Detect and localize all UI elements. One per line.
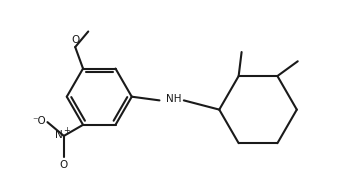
Text: O: O	[71, 35, 79, 45]
Text: NH: NH	[166, 94, 181, 104]
Text: +: +	[63, 126, 69, 135]
Text: N: N	[55, 130, 62, 140]
Text: O: O	[60, 160, 68, 170]
Text: ⁻O: ⁻O	[32, 116, 45, 126]
